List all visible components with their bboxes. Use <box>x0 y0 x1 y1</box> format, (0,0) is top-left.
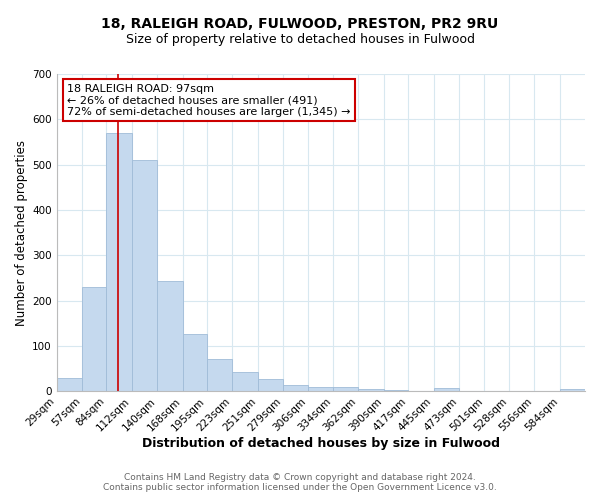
Bar <box>132 160 157 391</box>
Text: 18 RALEIGH ROAD: 97sqm
← 26% of detached houses are smaller (491)
72% of semi-de: 18 RALEIGH ROAD: 97sqm ← 26% of detached… <box>67 84 351 116</box>
Bar <box>182 334 207 391</box>
Bar <box>560 389 585 391</box>
Bar <box>258 379 283 391</box>
Bar <box>232 372 258 391</box>
Bar <box>283 385 308 391</box>
Bar <box>207 360 232 391</box>
Bar <box>358 389 384 391</box>
Y-axis label: Number of detached properties: Number of detached properties <box>15 140 28 326</box>
Bar <box>434 388 459 391</box>
Bar <box>157 281 182 391</box>
Text: 18, RALEIGH ROAD, FULWOOD, PRESTON, PR2 9RU: 18, RALEIGH ROAD, FULWOOD, PRESTON, PR2 … <box>101 18 499 32</box>
Bar <box>106 133 132 391</box>
Bar <box>56 378 82 391</box>
Text: Contains public sector information licensed under the Open Government Licence v3: Contains public sector information licen… <box>103 484 497 492</box>
Bar <box>384 390 408 391</box>
Bar <box>82 287 106 391</box>
Text: Contains HM Land Registry data © Crown copyright and database right 2024.: Contains HM Land Registry data © Crown c… <box>124 474 476 482</box>
X-axis label: Distribution of detached houses by size in Fulwood: Distribution of detached houses by size … <box>142 437 500 450</box>
Bar <box>308 386 333 391</box>
Bar <box>333 386 358 391</box>
Text: Size of property relative to detached houses in Fulwood: Size of property relative to detached ho… <box>125 32 475 46</box>
